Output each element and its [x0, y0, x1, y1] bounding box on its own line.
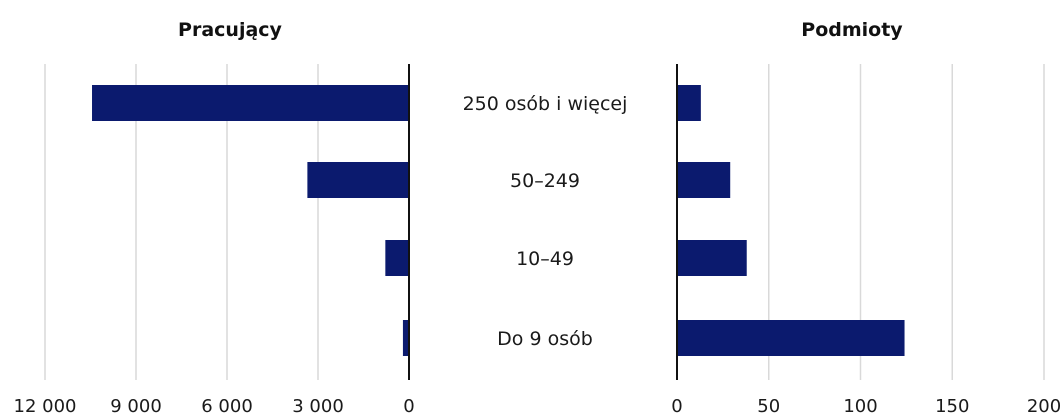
left-bar-250-os-b-i-wi-cej	[92, 85, 410, 121]
left-tick-labels: 12 000 9 000 6 000 3 000 0	[14, 396, 415, 417]
right-tick-label: 100	[843, 396, 877, 417]
right-bar-50-249	[677, 162, 731, 198]
category-label-250-os-b-i-wi-cej: 250 osób i więcej	[463, 93, 628, 115]
right-bar-do-9-os-b	[677, 320, 905, 356]
left-tick-label: 0	[403, 396, 414, 417]
left-bar-50-249	[307, 162, 409, 198]
left-tick-label: 12 000	[14, 396, 77, 417]
left-bars	[92, 85, 410, 356]
right-bar-250-os-b-i-wi-cej	[677, 85, 701, 121]
right-panel-title: Podmioty	[801, 19, 903, 41]
category-labels: 250 osób i więcej 50–249 10–49 Do 9 osób	[463, 93, 628, 350]
category-label-10-49: 10–49	[516, 248, 574, 270]
category-label-do-9-os-b: Do 9 osób	[497, 328, 593, 350]
left-panel-title: Pracujący	[178, 19, 283, 41]
category-label-50-249: 50–249	[510, 170, 580, 192]
right-bars	[677, 85, 905, 356]
right-bar-10-49	[677, 240, 747, 276]
left-tick-label: 6 000	[201, 396, 253, 417]
left-tick-label: 3 000	[292, 396, 344, 417]
axis-lines	[408, 64, 678, 380]
right-tick-label: 200	[1027, 396, 1061, 417]
left-bar-do-9-os-b	[402, 320, 409, 356]
right-tick-labels: 0 50 100 150 200	[671, 396, 1061, 417]
right-tick-label: 150	[935, 396, 969, 417]
left-bar-10-49	[385, 240, 409, 276]
right-tick-label: 0	[671, 396, 682, 417]
left-tick-label: 9 000	[110, 396, 162, 417]
right-tick-label: 50	[757, 396, 780, 417]
